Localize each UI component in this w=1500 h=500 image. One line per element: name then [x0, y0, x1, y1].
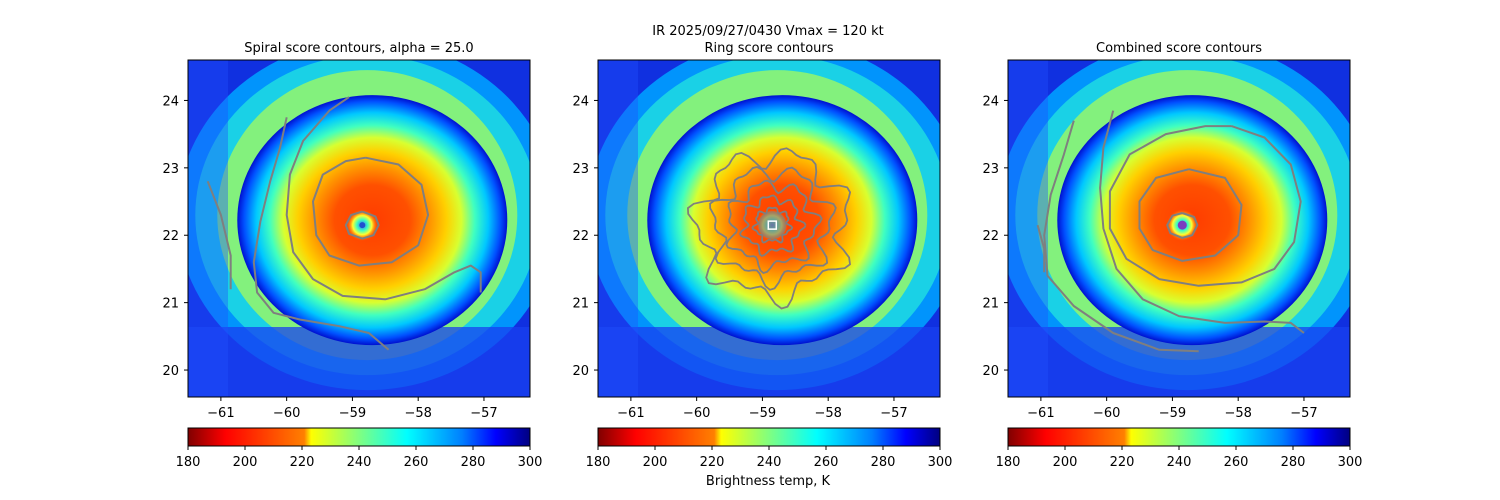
contour-line — [1036, 224, 1046, 273]
y-tick-label: 21 — [572, 297, 589, 312]
panel-title: Ring score contours — [704, 41, 833, 56]
colorbar-tick-label: 260 — [1224, 455, 1249, 470]
x-tick-label: −58 — [1224, 406, 1251, 421]
y-tick-label: 20 — [572, 364, 589, 379]
contour-line — [285, 96, 482, 301]
figure-suptitle-line1: IR 2025/09/27/0430 Vmax = 120 kt — [652, 24, 883, 39]
y-tick-label: 24 — [162, 94, 179, 109]
axes-frame — [597, 59, 941, 398]
y-tick-label: 22 — [982, 229, 999, 244]
colorbar-tick-label: 180 — [996, 455, 1021, 470]
colorbar-tick-label: 260 — [814, 455, 839, 470]
colorbar-tick-label: 280 — [871, 455, 896, 470]
x-tick-label: −61 — [617, 406, 644, 421]
contour-line — [206, 180, 232, 290]
colorbar-tick-label: 220 — [1110, 455, 1135, 470]
colorbar-tick-label: 280 — [1281, 455, 1306, 470]
x-tick-label: −61 — [207, 406, 234, 421]
y-tick-label: 20 — [982, 364, 999, 379]
colorbar-tick-label: 200 — [1053, 455, 1078, 470]
center-marker — [1177, 220, 1187, 230]
colorbar-tick-label: 200 — [643, 455, 668, 470]
y-tick-label: 21 — [162, 297, 179, 312]
contour-line — [1138, 168, 1243, 262]
axes-frame — [1007, 59, 1351, 398]
colorbar-tick-label: 220 — [290, 455, 315, 470]
contour-line — [1099, 110, 1305, 334]
x-tick-label: −59 — [339, 406, 366, 421]
y-tick-label: 22 — [162, 229, 179, 244]
colorbar-tick-label: 300 — [1338, 455, 1363, 470]
x-tick-label: −59 — [749, 406, 776, 421]
satellite-image — [598, 60, 940, 397]
satellite-image — [1008, 60, 1350, 397]
colorbar-tick-label: 180 — [176, 455, 201, 470]
center-marker — [767, 220, 778, 230]
colorbar — [1007, 427, 1351, 447]
colorbar-tick-label: 300 — [518, 455, 543, 470]
colorbar-tick-label: 240 — [757, 455, 782, 470]
contour-line — [1166, 212, 1199, 239]
x-tick-label: −61 — [1027, 406, 1054, 421]
contour-line — [709, 166, 837, 291]
colorbar-label: Brightness temp, K — [706, 474, 831, 489]
x-tick-label: −59 — [1159, 406, 1186, 421]
colorbar — [187, 427, 531, 447]
colorbar-tick-label: 260 — [404, 455, 429, 470]
colorbar-tick-label: 280 — [461, 455, 486, 470]
colorbar-tick-label: 240 — [1167, 455, 1192, 470]
satellite-image — [188, 60, 530, 397]
panel-title: Combined score contours — [1096, 41, 1262, 56]
contour-line — [1108, 125, 1302, 287]
y-tick-label: 22 — [572, 229, 589, 244]
contour-line — [725, 179, 823, 275]
y-tick-label: 24 — [982, 94, 999, 109]
x-tick-label: −58 — [814, 406, 841, 421]
colorbar-tick-label: 240 — [347, 455, 372, 470]
panel-spiral: Spiral score contours, alpha = 25.0 −61 −6… — [162, 41, 543, 470]
colorbar-tick-label: 180 — [586, 455, 611, 470]
colorbar-tick-label: 300 — [928, 455, 953, 470]
y-tick-label: 23 — [982, 162, 999, 177]
x-tick-label: −58 — [404, 406, 431, 421]
y-tick-label: 21 — [982, 297, 999, 312]
x-tick-label: −60 — [1093, 406, 1120, 421]
panel-ring: Ring score contours −61 −60 −59 −58 −57 20 21 22… — [572, 41, 953, 470]
center-marker — [359, 222, 366, 229]
contour-line — [344, 210, 380, 240]
colorbar-tick-label: 220 — [700, 455, 725, 470]
colorbar — [597, 427, 941, 447]
y-tick-label: 23 — [572, 162, 589, 177]
contour-core — [758, 211, 787, 240]
y-tick-label: 24 — [572, 94, 589, 109]
contour-line — [686, 147, 852, 310]
x-tick-label: −60 — [273, 406, 300, 421]
axes-frame — [187, 59, 531, 398]
x-tick-label: −60 — [683, 406, 710, 421]
colorbar-tick-label: 200 — [233, 455, 258, 470]
x-tick-label: −57 — [880, 406, 907, 421]
x-tick-label: −57 — [470, 406, 497, 421]
y-tick-label: 20 — [162, 364, 179, 379]
contour-line — [252, 117, 390, 351]
y-tick-label: 23 — [162, 162, 179, 177]
contour-line — [312, 156, 430, 267]
contour-line — [1043, 120, 1199, 353]
contour-line — [738, 194, 807, 257]
x-tick-label: −57 — [1290, 406, 1317, 421]
panel-title: Spiral score contours, alpha = 25.0 — [244, 41, 473, 56]
panel-combined: Combined score contours −61 −60 −59 −58 −57 20… — [982, 41, 1363, 470]
